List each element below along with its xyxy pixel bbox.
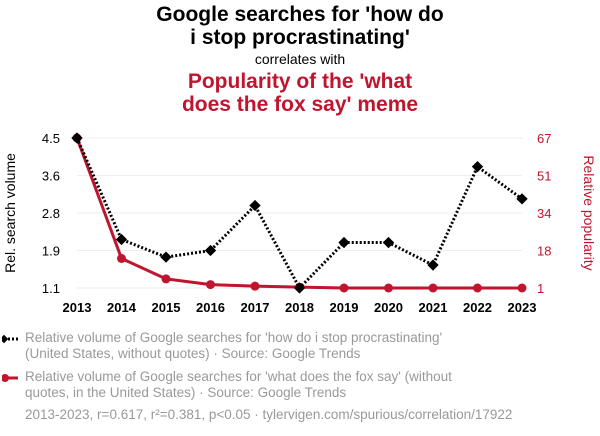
- x-tick-label: 2016: [196, 300, 225, 315]
- axes: 4.5 67 3.6 51 2.8 34 1.9 18 1.1 1 2013 2014 2015 2016…: [2, 131, 597, 315]
- legend-label-series-1-line-2: (United States, without quotes) · Source…: [25, 346, 361, 361]
- chart-footer: 2013-2023, r=0.617, r²=0.381, p<0.05 · t…: [25, 407, 513, 422]
- series-2-point: [161, 274, 171, 284]
- series-1-point: [516, 193, 528, 205]
- x-tick-label: 2017: [241, 300, 270, 315]
- y-tick-label-right: 34: [537, 206, 551, 221]
- y-tick-label-right: 67: [537, 131, 551, 146]
- series-2-point: [428, 283, 438, 293]
- y-tick-label-left: 1.9: [42, 244, 60, 259]
- y-tick-label-right: 1: [537, 281, 544, 296]
- series-1-point: [249, 199, 261, 212]
- y-tick-label-right: 51: [537, 169, 551, 184]
- series-2-point: [473, 283, 482, 293]
- y-tick-label-left: 2.8: [42, 206, 60, 221]
- x-tick-label: 2015: [152, 300, 181, 315]
- x-tick-label: 2020: [374, 300, 403, 315]
- series-2-point: [206, 280, 215, 290]
- legend-swatch-series-1: [2, 334, 18, 344]
- series-2-point: [384, 283, 393, 293]
- series-layer: [71, 132, 528, 294]
- series-1-point: [427, 259, 439, 271]
- x-tick-label: 2021: [419, 300, 448, 315]
- y-tick-label-left: 3.6: [42, 169, 60, 184]
- y-tick-label-left: 1.1: [42, 281, 60, 296]
- legend-label-series-2-line-1: Relative volume of Google searches for '…: [25, 369, 452, 384]
- series-1-point: [160, 251, 172, 263]
- series-1-point: [382, 236, 395, 249]
- chart-subtitle-line-1: Popularity of the 'what: [187, 70, 413, 93]
- x-tick-label: 2022: [463, 300, 492, 315]
- legend-swatch-series-2: [2, 374, 18, 382]
- chart-subtitle: Popularity of the 'what does the fox say…: [0, 70, 600, 116]
- x-tick-label: 2013: [63, 300, 92, 315]
- x-tick-label: 2019: [330, 300, 359, 315]
- y-axis-title-left: Rel. search volume: [2, 153, 18, 273]
- series-2-point: [517, 283, 527, 293]
- chart-title-line-2: i stop procrastinating': [190, 26, 410, 49]
- gridlines: [77, 137, 522, 289]
- y-tick-label-right: 18: [537, 244, 551, 259]
- chart-title: Google searches for 'how do i stop procr…: [0, 3, 600, 49]
- series-1-point: [204, 244, 217, 257]
- y-tick-label-left: 4.5: [42, 131, 60, 146]
- series-1-point: [338, 236, 350, 249]
- y-axis-title-right: Relative popularity: [581, 155, 597, 270]
- x-tick-label: 2023: [508, 300, 537, 315]
- chart-subtitle-line-2: does the fox say' meme: [181, 93, 419, 116]
- series-2-point: [250, 281, 260, 291]
- chart-title-line-1: Google searches for 'how do: [156, 3, 444, 26]
- series-1-point: [293, 282, 306, 294]
- title-connector: correlates with: [254, 51, 346, 67]
- legend-label-series-2-line-2: quotes, in the United States) · Source: …: [25, 385, 347, 400]
- series-2-point: [339, 283, 349, 293]
- series-1-point: [71, 132, 83, 144]
- x-tick-label: 2018: [285, 300, 314, 315]
- series-1-point: [471, 161, 484, 173]
- series-2-point: [117, 253, 126, 263]
- x-tick-label: 2014: [107, 300, 137, 315]
- legend-label-series-1-line-1: Relative volume of Google searches for '…: [25, 330, 443, 345]
